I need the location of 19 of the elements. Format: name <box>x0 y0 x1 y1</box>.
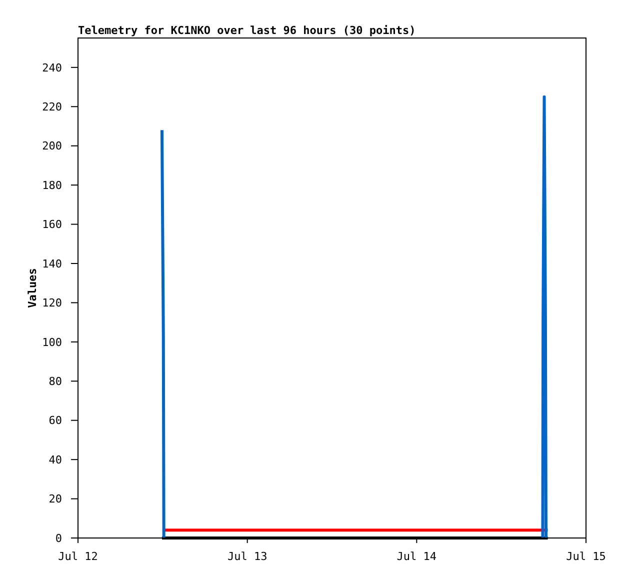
x-tick-label: Jul 15 <box>566 550 606 563</box>
y-tick-label: 0 <box>55 532 62 545</box>
x-tick-label: Jul 14 <box>396 550 437 563</box>
y-tick-label: 60 <box>48 414 62 428</box>
y-tick-label: 20 <box>48 492 62 506</box>
y-tick-label: 180 <box>42 178 62 192</box>
y-axis-title: Values <box>26 268 39 308</box>
x-tick-label: Jul 13 <box>227 550 268 563</box>
y-tick-label: 160 <box>42 218 62 232</box>
y-tick-label: 240 <box>42 61 62 74</box>
x-tick-label: Jul 12 <box>58 550 98 563</box>
y-tick-label: 100 <box>42 336 62 349</box>
y-tick-label: 120 <box>42 296 62 310</box>
y-tick-label: 220 <box>42 100 62 114</box>
chart-title: Telemetry for KC1NKO over last 96 hours (30 points) <box>78 24 416 37</box>
y-tick-label: 40 <box>48 453 62 466</box>
y-tick-label: 200 <box>42 140 62 153</box>
y-tick-label: 80 <box>48 374 62 388</box>
y-tick-label: 140 <box>42 257 62 270</box>
